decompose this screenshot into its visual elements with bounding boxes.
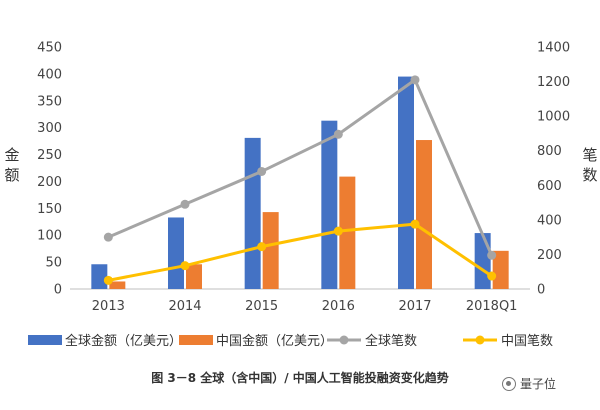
right-tick-label: 800 [537, 144, 562, 159]
legend-label: 中国笔数 [501, 333, 553, 349]
left-tick-label: 250 [37, 148, 62, 163]
point-china-count [410, 219, 420, 229]
right-tick-label: 1200 [537, 75, 570, 90]
point-global-count [103, 232, 113, 242]
bar-china-amount [262, 212, 279, 289]
left-tick-label: 200 [37, 175, 62, 190]
bar-global-amount [398, 76, 414, 289]
bar-global-amount [168, 217, 184, 289]
right-tick-label: 600 [537, 179, 562, 194]
legend-label: 全球金额（亿美元） [65, 333, 182, 349]
right-axis-label: 笔数 [582, 146, 597, 184]
point-global-count [487, 250, 497, 260]
legend-item: 全球笔数 [327, 333, 417, 349]
point-china-count [333, 226, 343, 236]
line-china-count [108, 222, 493, 282]
x-tick-label: 2016 [322, 299, 355, 314]
line-global-count [107, 78, 494, 256]
left-tick-label: 150 [37, 202, 62, 217]
left-tick-label: 50 [45, 256, 62, 271]
bar-china-amount [416, 140, 432, 289]
point-china-count [180, 261, 190, 271]
bar-china-amount [186, 264, 202, 289]
left-tick-label: 350 [37, 94, 62, 109]
x-tick-label: 2017 [398, 299, 431, 314]
legend-item: 全球金额（亿美元） [28, 333, 182, 349]
bar-global-amount [474, 233, 491, 289]
x-tick-label: 2018Q1 [466, 299, 518, 314]
x-axis-ticks: 2013 2014 2015 2016 2017 2018Q1 [92, 299, 518, 314]
left-axis-label: 金额 [4, 146, 19, 184]
figure-caption: 图 3－8 全球（含中国）/ 中国人工智能投融资变化趋势 [151, 371, 449, 385]
point-china-count [103, 275, 113, 285]
left-tick-label: 450 [37, 41, 62, 56]
point-china-count [257, 242, 267, 252]
point-global-count [410, 75, 420, 85]
legend-swatch-marker [339, 335, 349, 345]
bar-series [91, 76, 509, 289]
right-tick-label: 1400 [537, 41, 570, 56]
right-tick-label: 1000 [537, 110, 570, 125]
watermark-text: 量子位 [520, 377, 557, 391]
right-axis: 0 200 400 600 800 1000 1200 1400 [537, 41, 570, 298]
legend-swatch [28, 335, 62, 345]
point-china-count [487, 271, 497, 281]
x-tick-label: 2013 [92, 299, 125, 314]
legend-swatch-marker [475, 335, 485, 345]
watermark: 量子位 [502, 375, 556, 392]
wechat-icon [502, 376, 516, 391]
bar-china-amount [109, 281, 126, 289]
legend-swatch [179, 335, 213, 345]
legend: 全球金额（亿美元） 中国金额（亿美元） 全球笔数 中国笔数 [28, 333, 553, 349]
point-global-count [333, 129, 343, 139]
legend-label: 中国金额（亿美元） [216, 333, 333, 349]
bar-china-amount [492, 250, 509, 289]
left-tick-label: 100 [37, 229, 62, 244]
bar-global-amount [91, 264, 108, 289]
bar-global-amount [244, 137, 261, 289]
x-tick-label: 2015 [245, 299, 278, 314]
legend-item: 中国金额（亿美元） [179, 333, 333, 349]
right-tick-label: 200 [537, 248, 562, 263]
legend-label: 全球笔数 [365, 333, 417, 349]
right-tick-label: 0 [537, 283, 545, 298]
bar-china-amount [339, 176, 356, 289]
left-tick-label: 0 [54, 283, 62, 298]
left-axis: 0 50 100 150 200 250 300 350 400 450 [37, 41, 62, 298]
left-tick-label: 400 [37, 67, 62, 82]
left-tick-label: 300 [37, 121, 62, 136]
legend-item: 中国笔数 [463, 333, 553, 349]
x-tick-label: 2014 [168, 299, 201, 314]
point-global-count [257, 166, 267, 176]
right-tick-label: 400 [537, 213, 562, 228]
line-series [103, 75, 497, 285]
point-global-count [180, 199, 190, 209]
bar-global-amount [321, 120, 338, 289]
